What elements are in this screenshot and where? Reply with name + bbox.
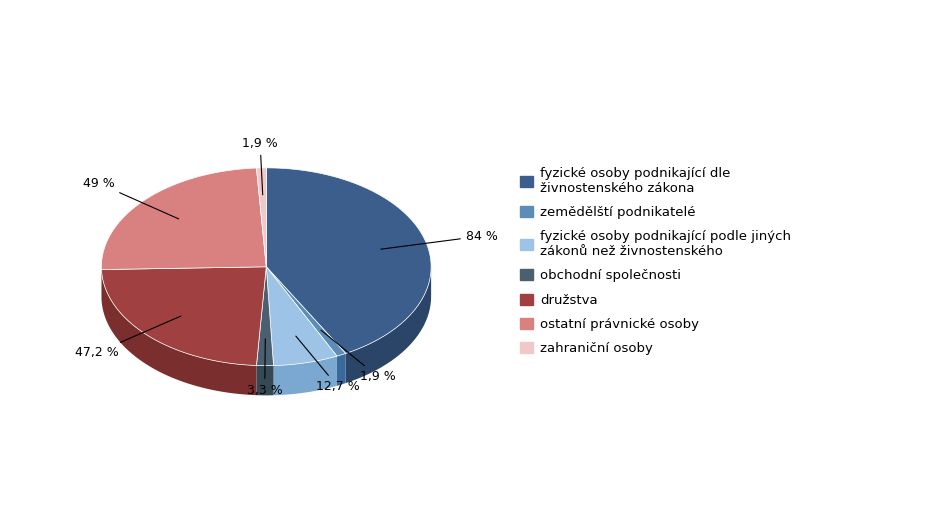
Text: 49 %: 49 % [83, 177, 179, 219]
Legend: fyzické osoby podnikající dle
živnostenského zákona, zemědělští podnikatelé, fyz: fyzické osoby podnikající dle živnostens… [520, 167, 791, 355]
Polygon shape [337, 353, 346, 386]
Polygon shape [266, 267, 337, 365]
Text: 1,9 %: 1,9 % [243, 137, 278, 195]
Polygon shape [266, 168, 431, 353]
Polygon shape [274, 356, 337, 395]
Polygon shape [257, 168, 266, 267]
Polygon shape [102, 168, 266, 269]
Text: 47,2 %: 47,2 % [74, 316, 181, 359]
Polygon shape [257, 365, 274, 395]
Polygon shape [266, 267, 346, 356]
Polygon shape [102, 267, 266, 365]
Polygon shape [257, 267, 274, 366]
Polygon shape [346, 266, 431, 383]
Text: 84 %: 84 % [380, 230, 497, 249]
Text: 1,9 %: 1,9 % [321, 330, 396, 383]
Text: 12,7 %: 12,7 % [296, 336, 359, 393]
Polygon shape [102, 269, 257, 395]
Text: 3,3 %: 3,3 % [247, 339, 282, 397]
